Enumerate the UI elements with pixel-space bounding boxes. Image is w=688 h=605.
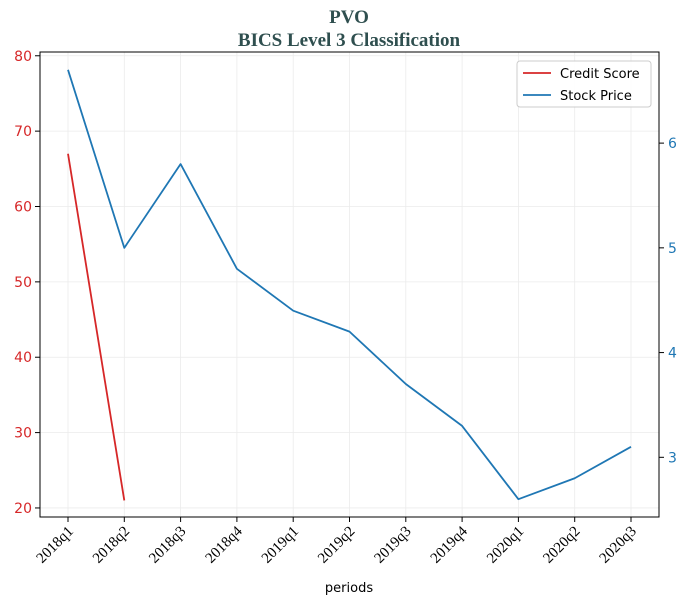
x-tick-label: 2018q1 [34,524,77,567]
legend: Credit Score Stock Price [516,60,652,108]
right-tick-label: 5 [668,241,677,257]
chart-subtitle: BICS Level 3 Classification [238,30,461,51]
plot-series [67,69,632,501]
x-axis-label: periods [325,581,373,596]
x-tick-label: 2019q1 [259,524,302,567]
x-tick-label: 2018q3 [146,524,189,567]
left-tick-label: 60 [14,199,32,215]
left-tick-label: 80 [14,49,32,65]
x-tick-label: 2018q4 [203,523,246,566]
right-y-axis: 3 4 5 6 [659,136,677,466]
left-tick-label: 40 [14,350,32,366]
right-tick-label: 6 [668,136,677,152]
left-tick-label: 70 [14,124,32,140]
credit-score-line [67,153,126,501]
x-tick-label: 2019q2 [315,524,358,567]
legend-label: Stock Price [560,89,632,104]
left-tick-label: 20 [14,501,32,517]
x-tick-label: 2020q2 [540,524,583,567]
x-tick-label: 2018q2 [90,524,133,567]
x-tick-label: 2020q1 [484,524,527,567]
chart-title: PVO [329,7,369,28]
right-tick-label: 3 [668,450,677,466]
stock-price-line [67,69,632,501]
left-tick-label: 30 [14,426,32,442]
x-tick-label: 2019q4 [428,523,471,566]
x-tick-label: 2020q3 [597,524,640,567]
left-y-axis: 20 30 40 50 60 70 80 [14,49,40,517]
grid [40,52,659,517]
left-tick-label: 50 [14,275,32,291]
right-tick-label: 4 [668,346,677,362]
legend-label: Credit Score [560,67,640,82]
x-axis: 2018q1 2018q2 2018q3 2018q4 2019q1 2019q2 2019… [34,517,640,567]
x-tick-label: 2019q3 [371,524,414,567]
